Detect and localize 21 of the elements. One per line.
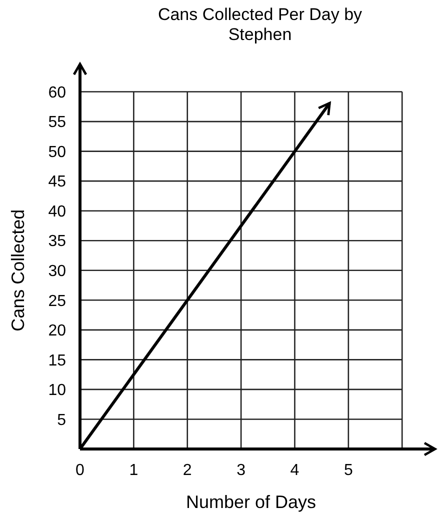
x-tick-label: 1 (129, 462, 138, 479)
x-tick-label: 5 (344, 462, 353, 479)
x-tick-label: 3 (236, 462, 246, 479)
chart-title: Cans Collected Per Day by Stephen (158, 5, 363, 44)
y-tick-label: 30 (48, 262, 66, 280)
y-tick-label: 60 (48, 84, 66, 102)
x-axis-title: Number of Days (186, 492, 316, 512)
x-tick-label: 4 (290, 462, 300, 479)
y-tick-label: 50 (48, 144, 66, 161)
y-tick-label: 25 (48, 292, 66, 310)
y-axis-title: Cans Collected (8, 209, 28, 332)
y-tick-label: 20 (48, 322, 66, 340)
x-tick-label: 2 (182, 462, 192, 479)
y-tick-label: 45 (48, 174, 66, 191)
y-tick-label: 40 (48, 203, 66, 220)
y-tick-label: 10 (48, 382, 66, 400)
x-tick-label: 0 (76, 462, 85, 479)
y-tick-label: 35 (48, 233, 66, 250)
y-tick-label: 5 (57, 412, 66, 429)
y-tick-label: 55 (48, 114, 66, 132)
y-tick-label: 15 (48, 352, 66, 370)
